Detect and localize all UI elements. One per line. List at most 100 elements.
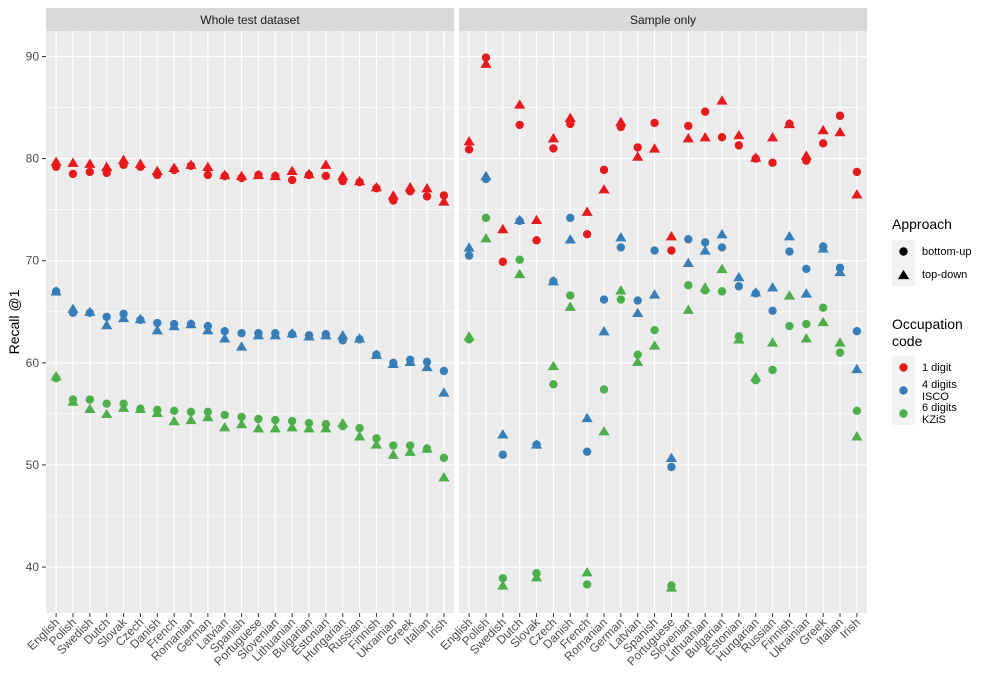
point-1-digit-top-down (151, 165, 163, 176)
point-1-digit-bottom-up (717, 132, 727, 142)
point-1-digit-top-down (50, 156, 62, 166)
point-4-digit-top-down (632, 307, 644, 317)
point-4-digit-top-down (834, 266, 846, 277)
point-4-digit-bottom-up (102, 312, 111, 322)
point-4-digit-top-down (421, 361, 433, 372)
panel-strip (459, 8, 867, 31)
point-6-digit-bottom-up (852, 406, 862, 416)
y-axis-title: Recall @1 (6, 289, 22, 354)
point-1-digit-top-down (750, 152, 762, 162)
point-6-digit-top-down (497, 580, 509, 590)
point-1-digit-top-down (682, 133, 694, 143)
y-tick-label: 70 (26, 254, 40, 268)
point-1-digit-top-down (699, 131, 711, 142)
point-4-digit-top-down (766, 282, 779, 292)
point-1-digit-top-down (851, 189, 863, 199)
point-1-digit-top-down (514, 99, 526, 109)
panel-title: Whole test dataset (200, 13, 300, 27)
point-1-digit-bottom-up (422, 192, 432, 201)
point-1-digit-top-down (800, 150, 812, 160)
point-6-digit-bottom-up (85, 395, 95, 404)
point-1-digit-top-down (766, 131, 779, 142)
point-6-digit-bottom-up (515, 255, 524, 264)
point-6-digit-top-down (320, 422, 332, 433)
point-4-digit-top-down (219, 333, 231, 343)
point-6-digit-bottom-up (684, 281, 693, 290)
point-6-digit-bottom-up (237, 412, 246, 422)
point-6-digit-bottom-up (768, 365, 777, 375)
point-6-digit-top-down (404, 446, 416, 456)
legend-title-approach: Approach (892, 216, 952, 232)
panel-sample-only: Sample onlyEnglishPolishSwedishDutchSlov… (438, 8, 867, 669)
point-4-digit-top-down (185, 318, 197, 329)
point-6-digit-bottom-up (220, 410, 229, 420)
point-4-digit-bottom-up (582, 447, 592, 456)
point-6-digit-bottom-up (717, 287, 727, 296)
point-6-digit-top-down (547, 360, 560, 371)
point-1-digit-top-down (387, 190, 399, 200)
point-1-digit-top-down (463, 136, 475, 146)
panel-strip (46, 8, 454, 31)
point-4-digit-bottom-up (667, 462, 676, 472)
point-6-digit-bottom-up (389, 441, 398, 450)
point-6-digit-bottom-up (566, 291, 575, 300)
point-6-digit-top-down (632, 356, 644, 366)
point-6-digit-top-down (134, 403, 147, 413)
legend-label: top-down (922, 269, 967, 281)
legend-label: 1 digit (922, 362, 951, 374)
point-6-digit-bottom-up (498, 574, 508, 583)
point-1-digit-bottom-up (439, 191, 449, 200)
point-6-digit-bottom-up (818, 303, 828, 312)
point-4-digit-bottom-up (633, 296, 642, 305)
point-1-digit-bottom-up (667, 246, 676, 255)
point-4-digit-top-down (168, 320, 180, 331)
point-4-digit-bottom-up (684, 235, 693, 244)
point-4-digit-top-down (303, 331, 315, 341)
point-6-digit-top-down (117, 402, 130, 412)
point-6-digit-top-down (817, 316, 829, 327)
point-6-digit-top-down (387, 449, 399, 459)
point-1-digit-bottom-up (498, 257, 508, 266)
point-1-digit-top-down (665, 231, 678, 241)
point-6-digit-top-down (648, 340, 661, 350)
point-6-digit-top-down (851, 431, 863, 441)
point-4-digit-bottom-up (717, 243, 727, 252)
point-1-digit-bottom-up (599, 165, 609, 175)
point-1-digit-top-down (202, 161, 214, 171)
point-4-digit-bottom-up (439, 366, 449, 376)
point-1-digit-top-down (269, 170, 281, 181)
point-4-digit-top-down (800, 288, 812, 298)
point-6-digit-top-down (421, 443, 433, 453)
legend-key-circle (899, 247, 908, 256)
point-1-digit-top-down (84, 158, 96, 168)
point-1-digit-top-down (783, 118, 796, 129)
point-4-digit-bottom-up (700, 238, 710, 247)
point-1-digit-bottom-up (734, 141, 744, 150)
point-6-digit-bottom-up (785, 321, 794, 331)
point-1-digit-top-down (67, 157, 79, 167)
point-6-digit-bottom-up (254, 414, 263, 424)
legend-key-triangle (897, 269, 910, 280)
point-4-digit-top-down (337, 330, 349, 340)
y-tick-label: 40 (26, 560, 40, 574)
point-6-digit-bottom-up (481, 213, 491, 223)
point-1-digit-top-down (480, 58, 492, 68)
point-4-digit-top-down (235, 341, 248, 351)
legend-label: 4 digits (922, 379, 957, 391)
point-6-digit-bottom-up (650, 325, 659, 335)
point-4-digit-bottom-up (852, 326, 862, 336)
point-1-digit-top-down (303, 168, 315, 179)
legend-key-color-dot (899, 386, 908, 395)
point-1-digit-top-down (564, 112, 576, 122)
point-1-digit-top-down (252, 169, 265, 180)
point-1-digit-top-down (733, 129, 745, 140)
point-1-digit-bottom-up (321, 171, 331, 181)
point-4-digit-top-down (817, 243, 829, 253)
point-6-digit-top-down (269, 422, 281, 433)
point-1-digit-bottom-up (684, 121, 693, 131)
point-4-digit-top-down (547, 275, 560, 286)
point-6-digit-bottom-up (287, 416, 297, 426)
